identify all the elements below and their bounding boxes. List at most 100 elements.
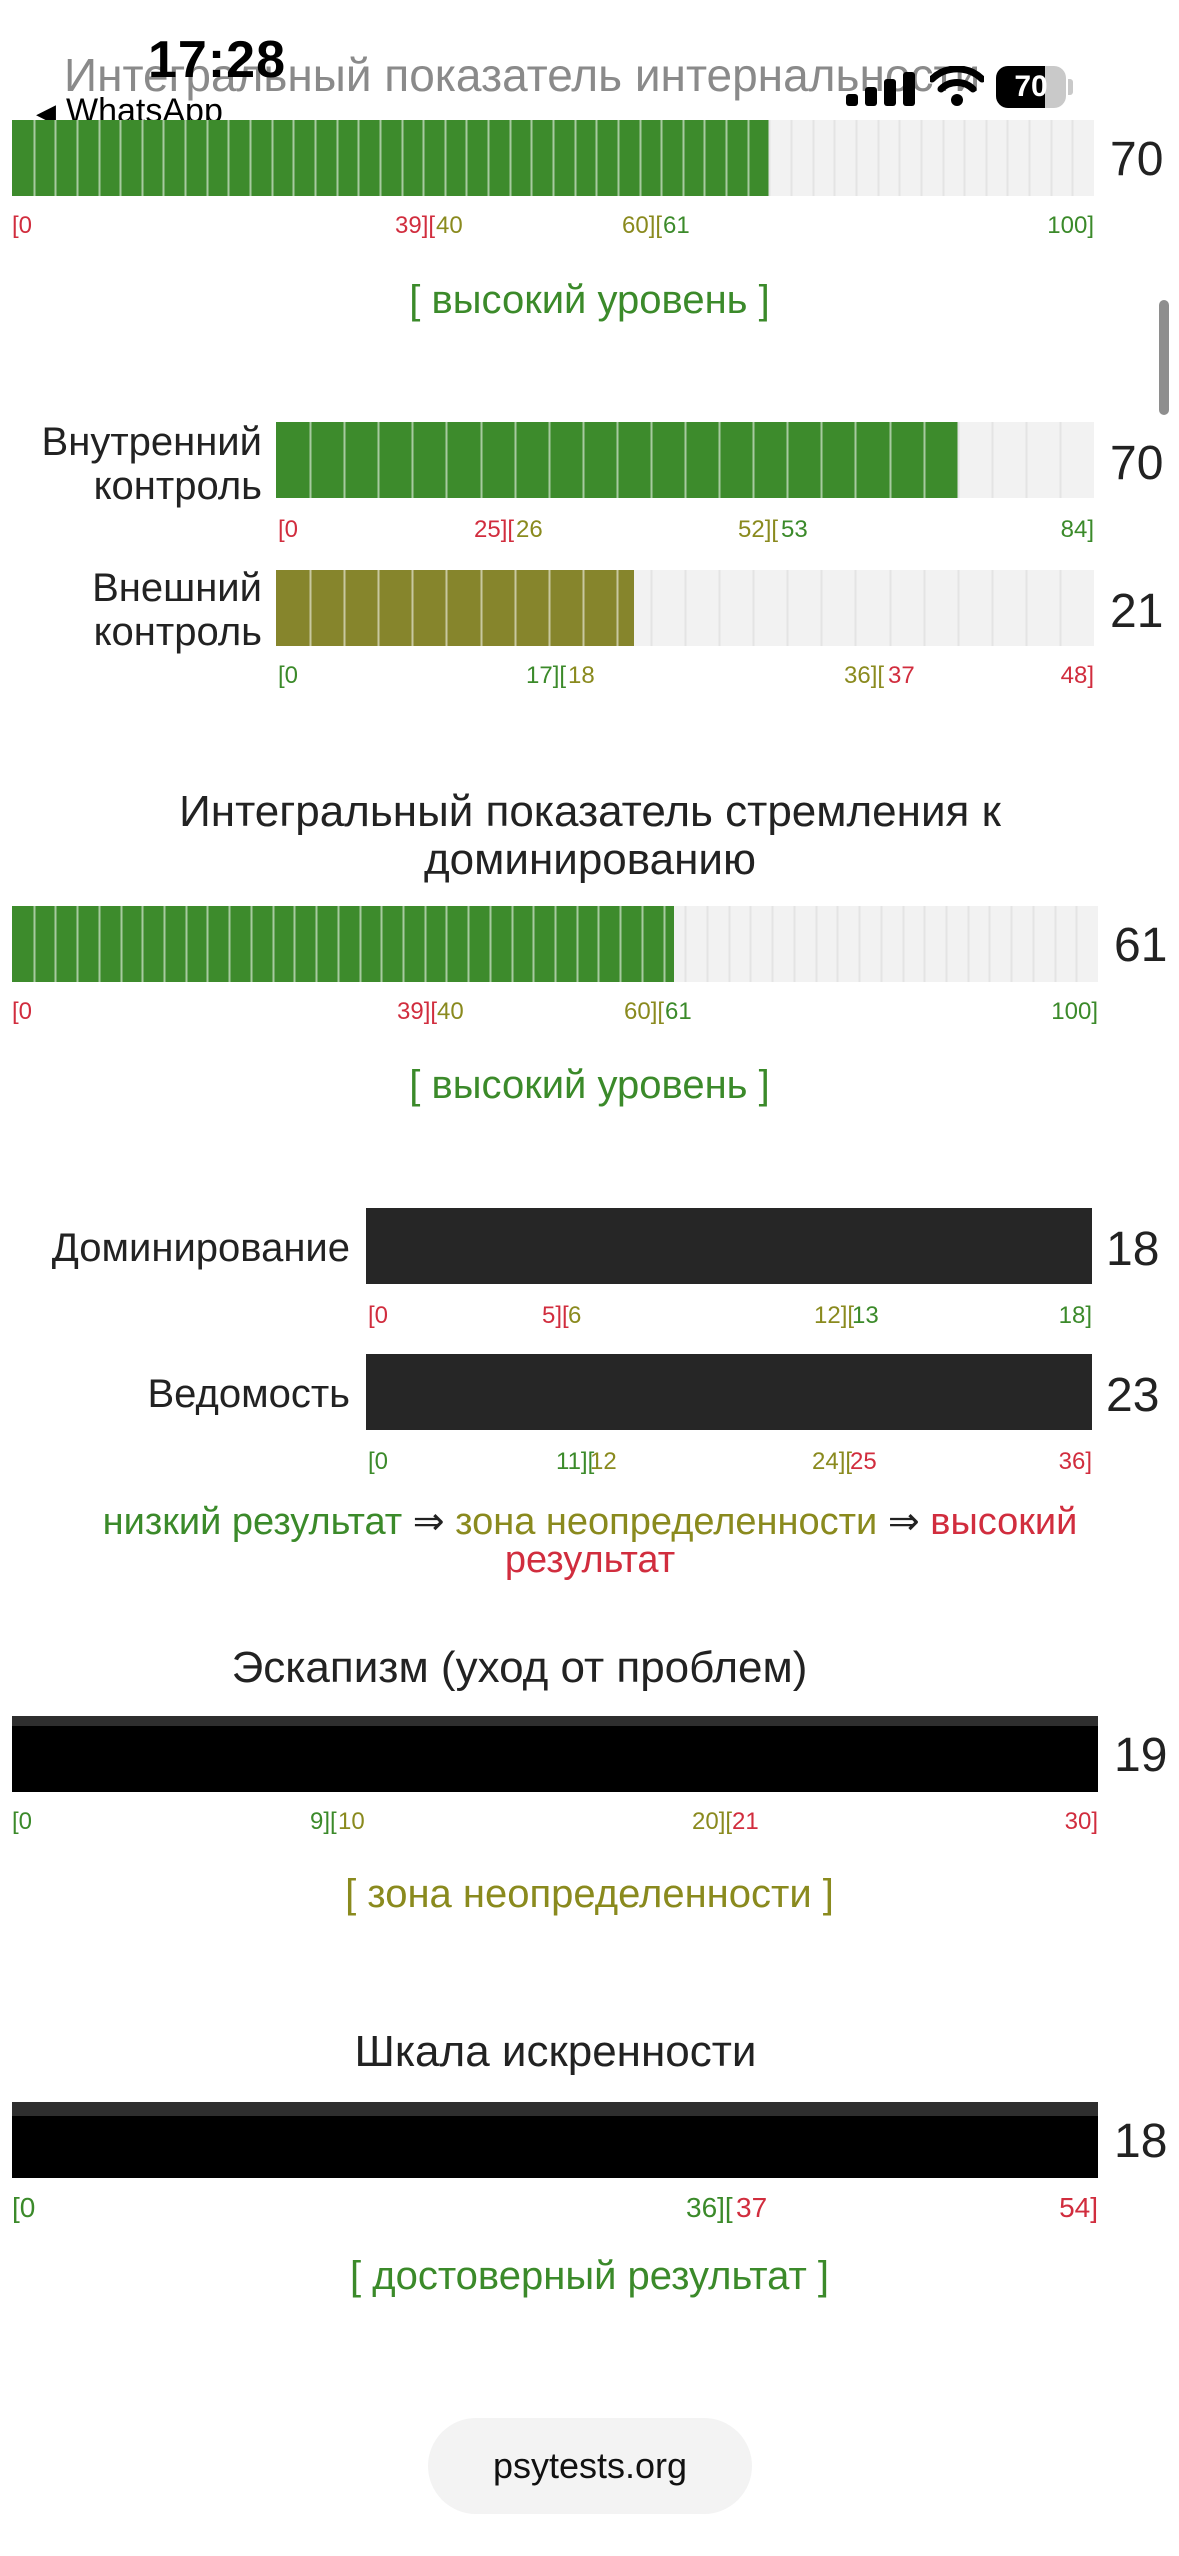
internal-control-label: Внутренний контроль [0, 420, 262, 508]
tick-max: 84] [1060, 516, 1094, 543]
battery-level: 70 [1014, 70, 1048, 103]
tick-mid-start: 18 [568, 662, 595, 689]
tick-min: [0 [12, 2192, 36, 2223]
legend-high: высокий результат [504, 1501, 1078, 1581]
tick-max: 100] [1047, 212, 1094, 239]
tick-max: 48] [1060, 662, 1094, 689]
dominance-label: Доминирование [51, 1226, 350, 1270]
tick-max: 100] [1051, 998, 1098, 1025]
result-legend: низкий результат ⇒ зона неопределенности… [40, 1503, 1140, 1579]
tick-low-end: 5][ [542, 1302, 569, 1329]
tick-high-start: 13 [852, 1302, 879, 1329]
tick-mid-end: 20][ [692, 1808, 733, 1835]
tick-min: [0 [12, 1808, 33, 1835]
cellular-signal-icon [846, 72, 915, 106]
site-url-pill[interactable]: psytests.org [428, 2418, 752, 2514]
internal-control-scale: [0 25][ 26 52][ 53 84] [278, 516, 1094, 546]
external-control-scale: [0 17][ 18 36][ 37 48] [278, 662, 1094, 692]
tick-high-start: 61 [663, 212, 690, 239]
tick-min: [0 [278, 662, 299, 689]
external-control-bar [276, 570, 1094, 646]
tick-mid-end: 36][ [844, 662, 885, 689]
faded-page-title: Интегральный показатель интернальности [64, 49, 981, 101]
dominance-integral-score: 61 [1114, 919, 1168, 972]
tick-mid-end: 52][ [738, 516, 779, 543]
external-control-label: Внешний контроль [0, 566, 262, 654]
battery-indicator: 70 [996, 66, 1074, 108]
internal-control-label-text: Внутренний контроль [41, 420, 262, 508]
tick-mid-start: 6 [568, 1302, 582, 1329]
wifi-icon [930, 66, 984, 106]
tick-min: [0 [12, 998, 33, 1025]
dominance-integral-title: Интегральный показатель стремления к дом… [179, 787, 1001, 884]
tick-mid-end: 60][ [624, 998, 665, 1025]
tick-mid-end: 12][ [814, 1302, 855, 1329]
tick-mid-end: 24][ [812, 1448, 853, 1475]
internality-scale: [0 39][ 40 60][ 61 100] [12, 212, 1094, 242]
dominance-bar [366, 1208, 1092, 1284]
tick-min: [0 [12, 212, 33, 239]
sincerity-bar [12, 2102, 1098, 2178]
escapism-scale: [0 9][ 10 20][ 21 30] [12, 1808, 1098, 1838]
external-control-bar-grid [276, 570, 1094, 646]
legend-arrow-1: ⇒ [402, 1501, 456, 1543]
tick-high-start: 21 [732, 1808, 759, 1835]
escapism-bar [12, 1716, 1098, 1792]
submission-label: Ведомость [147, 1372, 350, 1416]
dominance-integral-bar [12, 906, 1098, 982]
sincerity-title: Шкала искренности [354, 2027, 757, 2076]
internality-level: [ высокий уровень ] [409, 278, 770, 322]
sincerity-scale: [0 36][ 37 54] [12, 2192, 1098, 2223]
tick-mid-start: 40 [436, 212, 463, 239]
tick-mid-start: 26 [516, 516, 543, 543]
legend-low: низкий результат [102, 1501, 403, 1543]
tick-mid-end: 60][ [622, 212, 663, 239]
scrollbar-thumb[interactable] [1159, 300, 1169, 415]
tick-mid-start: 10 [338, 1808, 365, 1835]
internal-control-bar-grid [276, 422, 1094, 498]
dominance-integral-bar-grid [12, 906, 1098, 982]
legend-arrow-2: ⇒ [877, 1501, 931, 1543]
tick-mid-start: 40 [437, 998, 464, 1025]
tick-max: 30] [1064, 1808, 1098, 1835]
tick-low-end: 36][ [686, 2192, 733, 2223]
tick-high-start: 61 [665, 998, 692, 1025]
tick-mid-start: 12 [590, 1448, 617, 1475]
sincerity-score: 18 [1114, 2115, 1168, 2168]
sincerity-level: [ достоверный результат ] [350, 2254, 829, 2298]
dominance-scale: [0 5][ 6 12][ 13 18] [368, 1302, 1092, 1332]
internality-bar-grid [12, 120, 1094, 196]
internality-bar-fill [12, 120, 769, 196]
tick-low-end: 17][ [526, 662, 567, 689]
tick-low-end: 39][ [397, 998, 438, 1025]
status-time: 17:28 [148, 31, 286, 89]
external-control-score: 21 [1110, 585, 1164, 638]
tick-max: 18] [1058, 1302, 1092, 1329]
tick-high-start: 37 [736, 2192, 768, 2223]
tick-max: 36] [1058, 1448, 1092, 1475]
internality-bar [12, 120, 1094, 196]
tick-min: [0 [368, 1302, 389, 1329]
escapism-level: [ зона неопределенности ] [345, 1872, 834, 1916]
tick-high-start: 53 [781, 516, 808, 543]
escapism-title: Эскапизм (уход от проблем) [231, 1643, 808, 1692]
external-control-bar-fill [276, 570, 634, 646]
submission-bar [366, 1354, 1092, 1430]
tick-low-end: 39][ [395, 212, 436, 239]
dominance-integral-level: [ высокий уровень ] [409, 1063, 770, 1107]
tick-high-start: 25 [850, 1448, 877, 1475]
internal-control-score: 70 [1110, 437, 1164, 490]
internal-control-bar [276, 422, 1094, 498]
escapism-score: 19 [1114, 1729, 1168, 1782]
tick-low-end: 9][ [310, 1808, 337, 1835]
submission-score: 23 [1106, 1369, 1160, 1422]
submission-scale: [0 11][ 12 24][ 25 36] [368, 1448, 1092, 1478]
tick-low-end: 25][ [474, 516, 515, 543]
tick-min: [0 [278, 516, 299, 543]
dominance-integral-scale: [0 39][ 40 60][ 61 100] [12, 998, 1098, 1028]
tick-high-start: 37 [888, 662, 915, 689]
tick-low-end: 11][ [556, 1448, 595, 1475]
internality-score: 70 [1110, 133, 1164, 186]
dominance-score: 18 [1106, 1223, 1160, 1276]
tick-min: [0 [368, 1448, 389, 1475]
